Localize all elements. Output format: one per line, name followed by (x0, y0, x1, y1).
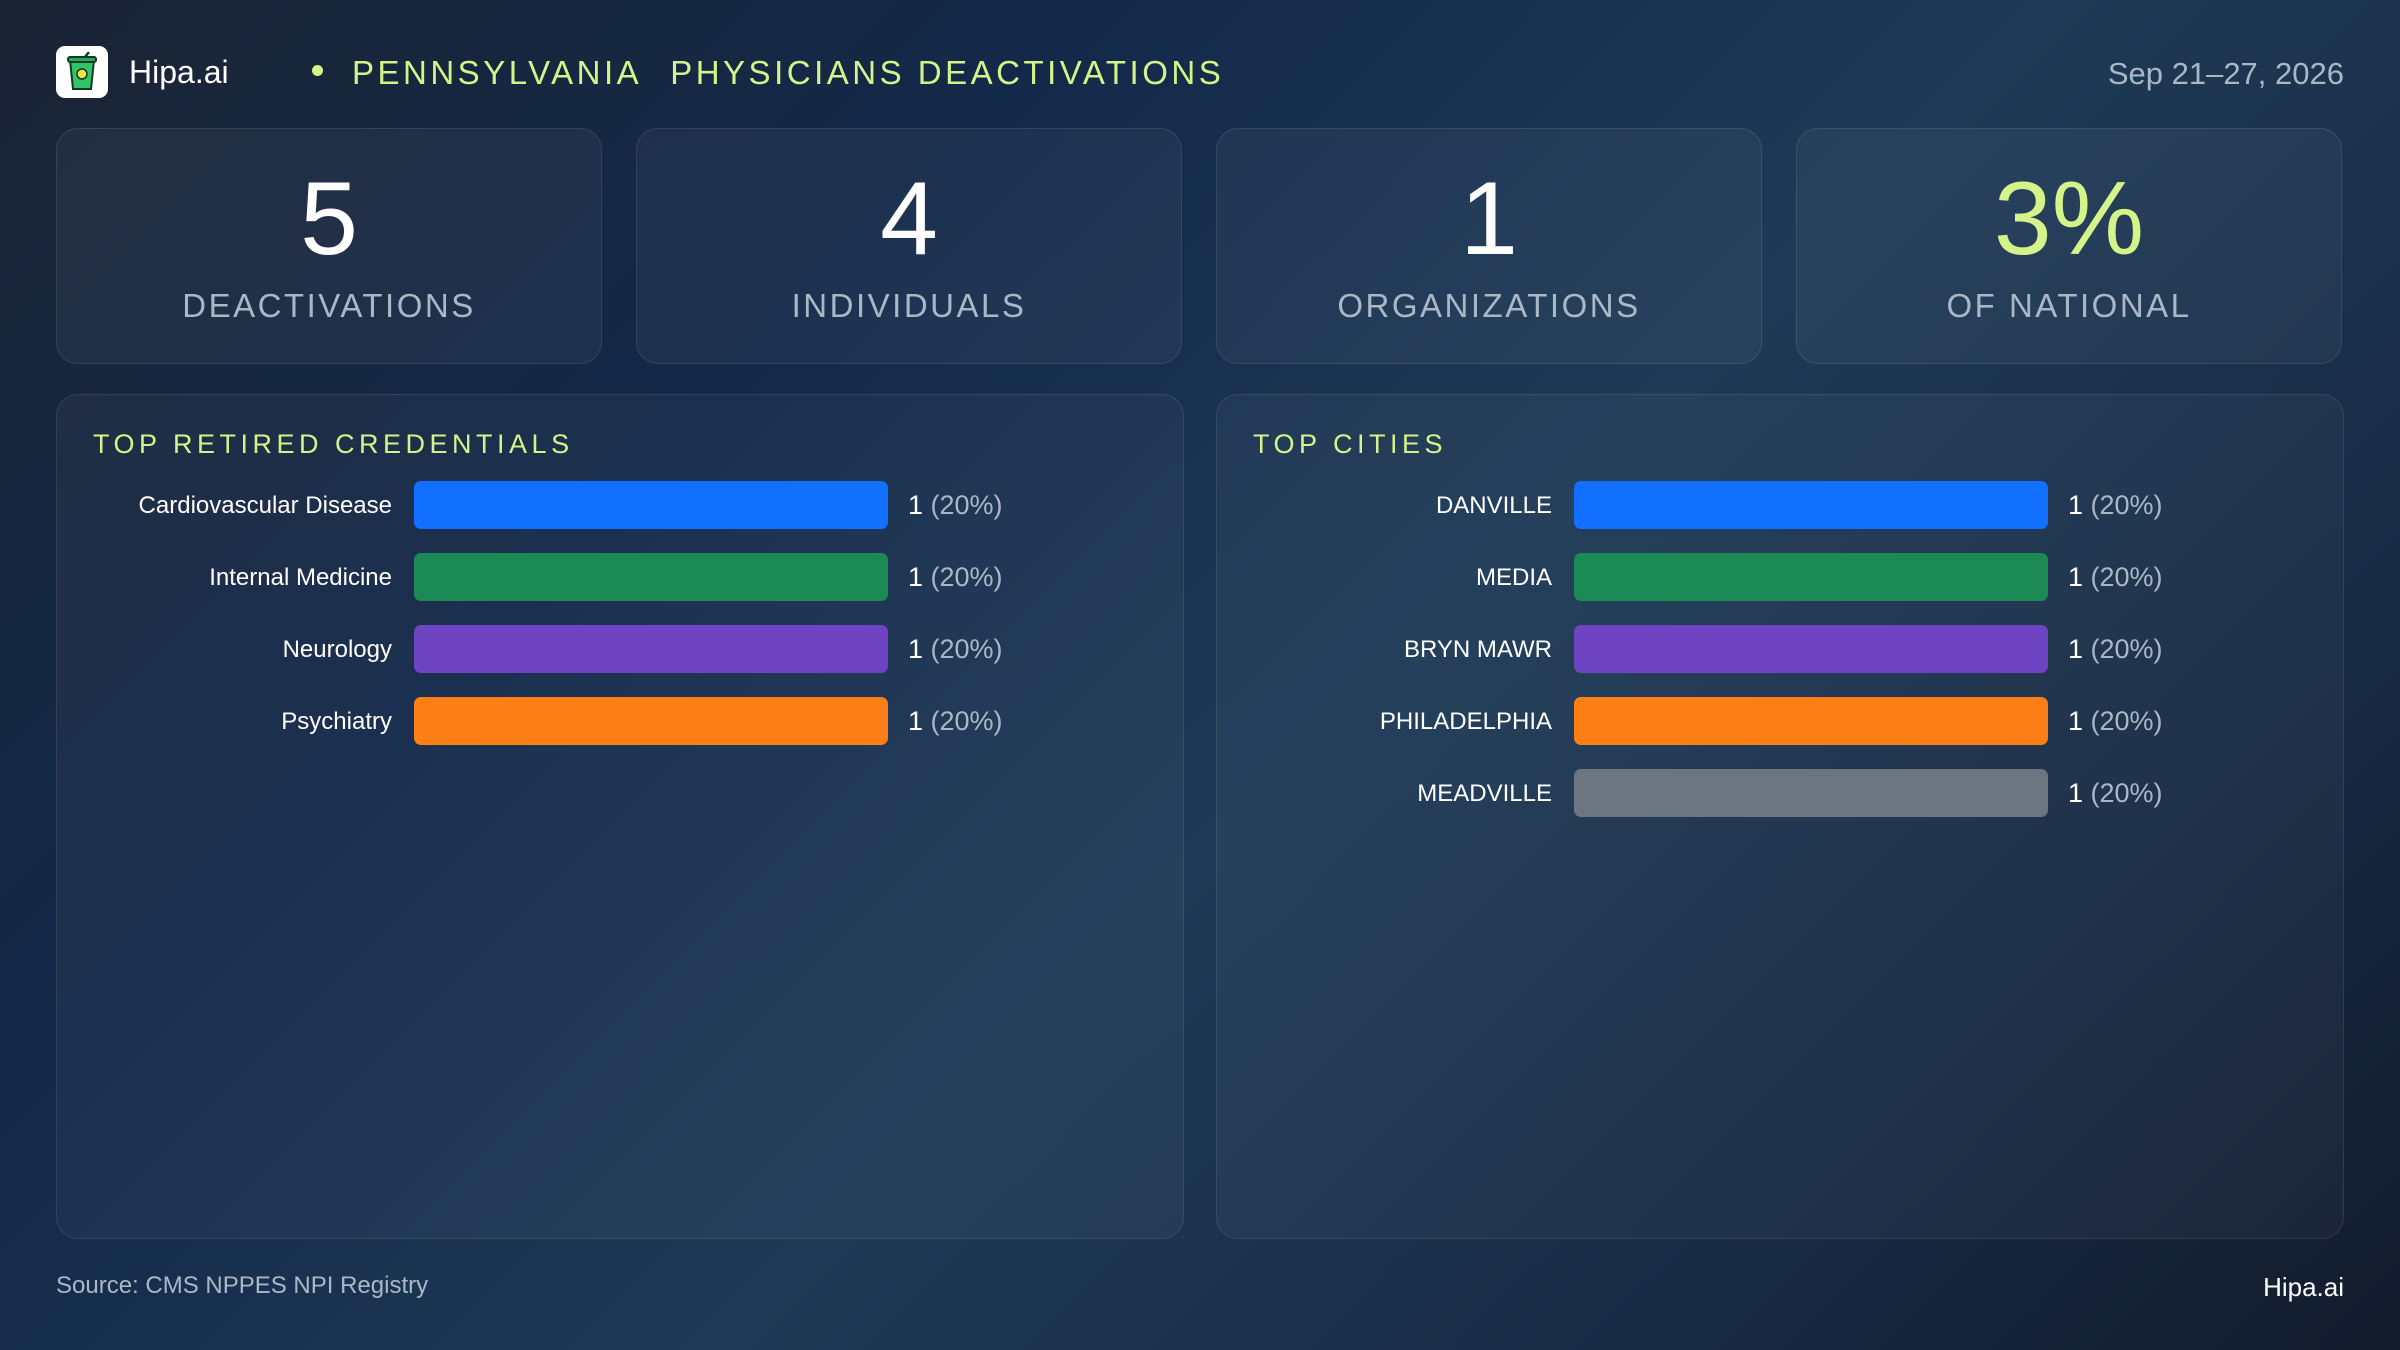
bar-value-label: 1 (20%) (908, 490, 1003, 520)
kpi-value: 4 (880, 161, 938, 277)
kpi-label: OF NATIONAL (1946, 287, 2192, 324)
bar-count: 1 (2068, 706, 2091, 736)
bar-percent: (20%) (2091, 490, 2163, 520)
bar (1574, 769, 2048, 817)
bar-count: 1 (908, 706, 931, 736)
bar-percent: (20%) (931, 706, 1003, 736)
bar-value-label: 1 (20%) (2068, 634, 2163, 664)
bar (414, 697, 888, 745)
bar-count: 1 (2068, 490, 2091, 520)
bar (414, 481, 888, 529)
footer-brand: Hipa.ai (2263, 1272, 2344, 1302)
bar-count: 1 (2068, 778, 2091, 808)
title-state: PENNSYLVANIA (352, 54, 643, 91)
bar-percent: (20%) (931, 634, 1003, 664)
date-range: Sep 21–27, 2026 (2107, 56, 2344, 91)
bar-label: Cardiovascular Disease (139, 492, 392, 519)
bar-label: Neurology (283, 636, 392, 663)
bar-percent: (20%) (2091, 778, 2163, 808)
bar-label: Psychiatry (281, 708, 392, 735)
bar-label: PHILADELPHIA (1380, 708, 1552, 735)
title-subject: PHYSICIANS DEACTIVATIONS (670, 54, 1225, 91)
kpi-value: 1 (1460, 161, 1518, 277)
bar-percent: (20%) (2091, 634, 2163, 664)
bar-count: 1 (908, 490, 931, 520)
header: Hipa.ai PENNSYLVANIA PHYSICIANS DEACTIVAT… (56, 46, 2344, 100)
kpi-organizations: 1 ORGANIZATIONS (1216, 128, 1762, 364)
bar-value-label: 1 (20%) (2068, 490, 2163, 520)
bar (1574, 481, 2048, 529)
panel-top-cities: TOP CITIES DANVILLE 1 (20%) MEDIA 1 (20%) BR… (1216, 394, 2344, 1239)
bar-value-label: 1 (20%) (2068, 778, 2163, 808)
bar (414, 625, 888, 673)
separator-dot (312, 65, 323, 76)
kpi-value: 5 (300, 161, 358, 277)
bar-value-label: 1 (20%) (2068, 562, 2163, 592)
source-note: Source: CMS NPPES NPI Registry (56, 1272, 429, 1299)
bar-label: MEDIA (1476, 564, 1552, 591)
kpi-label: ORGANIZATIONS (1337, 287, 1641, 324)
bar-count: 1 (908, 562, 931, 592)
kpi-label: INDIVIDUALS (791, 287, 1027, 324)
kpi-individuals: 4 INDIVIDUALS (636, 128, 1182, 364)
bar-value-label: 1 (20%) (908, 706, 1003, 736)
panel-top-credentials: TOP RETIRED CREDENTIALS Cardiovascular D… (56, 394, 1184, 1239)
cities-bar-chart: DANVILLE 1 (20%) MEDIA 1 (20%) BRYN MAWR 1 (2… (1380, 481, 2163, 817)
bar-count: 1 (2068, 562, 2091, 592)
logo (56, 46, 108, 98)
kpi-value: 3% (1993, 161, 2145, 277)
credentials-bar-chart: Cardiovascular Disease 1 (20%) Internal Me… (139, 481, 1003, 745)
bar-percent: (20%) (931, 490, 1003, 520)
bar (414, 553, 888, 601)
cup-icon (67, 52, 97, 90)
brand-name: Hipa.ai (129, 54, 229, 90)
bar (1574, 697, 2048, 745)
bar (1574, 625, 2048, 673)
bar-percent: (20%) (2091, 562, 2163, 592)
bar-percent: (20%) (931, 562, 1003, 592)
bar-value-label: 1 (20%) (908, 634, 1003, 664)
bar-count: 1 (908, 634, 931, 664)
bar-label: DANVILLE (1436, 492, 1552, 519)
kpi-deactivations: 5 DEACTIVATIONS (56, 128, 602, 364)
bar-label: Internal Medicine (209, 564, 392, 591)
bar-label: MEADVILLE (1417, 780, 1552, 807)
panel-title: TOP CITIES (1253, 429, 1448, 459)
kpi-of-national: 3% OF NATIONAL (1796, 128, 2342, 364)
bar (1574, 553, 2048, 601)
bar-value-label: 1 (20%) (2068, 706, 2163, 736)
bar-label: BRYN MAWR (1404, 636, 1552, 663)
kpi-label: DEACTIVATIONS (182, 287, 476, 324)
bar-value-label: 1 (20%) (908, 562, 1003, 592)
bar-percent: (20%) (2091, 706, 2163, 736)
page-title: PENNSYLVANIA PHYSICIANS DEACTIVATIONS (296, 54, 1224, 92)
bar-count: 1 (2068, 634, 2091, 664)
panel-title: TOP RETIRED CREDENTIALS (93, 429, 574, 459)
